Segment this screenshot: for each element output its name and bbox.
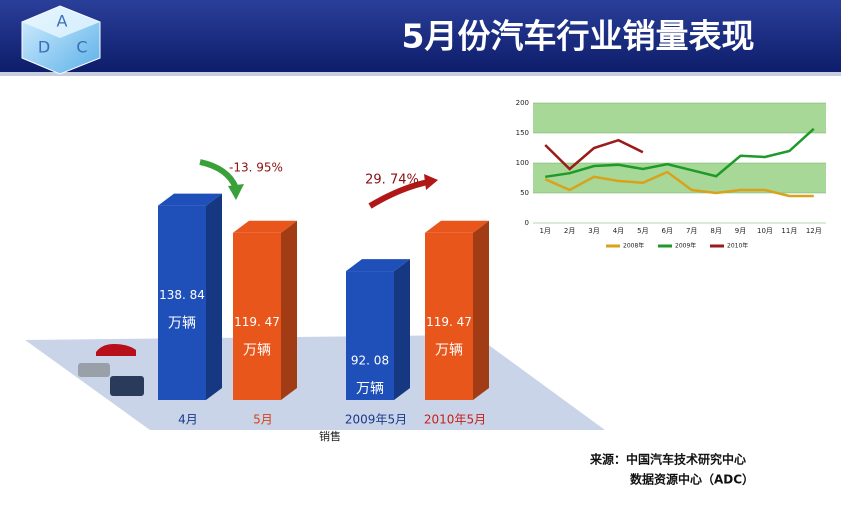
- value-label: 119. 47: [426, 315, 472, 329]
- y-tick-label: 150: [516, 129, 529, 137]
- grid-band: [533, 103, 826, 133]
- header-bar: [0, 0, 841, 72]
- logo-letter: C: [76, 38, 87, 57]
- x-axis-label: 销售: [319, 429, 341, 443]
- logo: A D C: [21, 5, 101, 75]
- line: [544, 170, 814, 198]
- bar: [346, 271, 394, 400]
- bar-top: [346, 259, 410, 272]
- x-tick-label: 8月: [710, 227, 721, 235]
- legend-label: 2008年: [623, 242, 644, 250]
- bar-side: [281, 220, 297, 400]
- y-tick-label: 200: [516, 99, 529, 107]
- arrow-head: [424, 174, 438, 190]
- bar: [425, 232, 473, 400]
- x-tick-label: 2010年5月: [424, 413, 486, 427]
- source: 数据资源中心（ADC）: [630, 472, 754, 487]
- arrow-up: [368, 179, 429, 209]
- x-tick-label: 11月: [781, 227, 797, 235]
- unit-label: 万辆: [435, 343, 463, 359]
- value-label: 138. 84: [159, 288, 205, 302]
- x-tick-label: 12月: [806, 227, 822, 235]
- line: [545, 127, 815, 179]
- arrow-down: [199, 159, 239, 190]
- value-label: 92. 08: [351, 354, 389, 368]
- x-tick-label: 5月: [637, 227, 648, 235]
- x-tick-label: 9月: [735, 227, 746, 235]
- title: 5月份汽车行业销量表现: [402, 17, 755, 56]
- logo-letter: A: [57, 12, 68, 31]
- x-tick-label: 5月: [253, 413, 273, 427]
- x-tick-label: 10月: [757, 227, 773, 235]
- annotation: 29. 74%: [365, 173, 419, 188]
- x-tick-label: 4月: [613, 227, 624, 235]
- unit-label: 万辆: [243, 343, 271, 359]
- bar-side: [206, 193, 222, 400]
- logo-letter: D: [38, 38, 50, 57]
- bar-top: [158, 193, 222, 206]
- bar-top: [233, 220, 297, 233]
- source: 来源：中国汽车技术研究中心: [589, 452, 746, 467]
- x-tick-label: 4月: [178, 413, 198, 427]
- bar: [158, 205, 206, 400]
- value-label: 119. 47: [234, 315, 280, 329]
- unit-label: 万辆: [168, 316, 196, 332]
- annotation: -13. 95%: [229, 161, 283, 175]
- header-rule: [0, 72, 841, 76]
- y-tick-label: 0: [525, 219, 529, 227]
- x-tick-label: 3月: [588, 227, 599, 235]
- y-tick-label: 50: [520, 189, 529, 197]
- legend-label: 2010年: [727, 242, 748, 250]
- line: [544, 138, 644, 171]
- x-tick-label: 1月: [539, 227, 550, 235]
- bar: [233, 232, 281, 400]
- x-tick-label: 2009年5月: [345, 413, 407, 427]
- vehicle-icons: [78, 344, 144, 396]
- x-tick-label: 2月: [564, 227, 575, 235]
- legend-label: 2009年: [675, 242, 696, 250]
- bar-side: [394, 259, 410, 400]
- arrow-head: [228, 184, 244, 200]
- bar-side: [473, 220, 489, 400]
- unit-label: 万辆: [356, 381, 384, 397]
- x-tick-label: 6月: [662, 227, 673, 235]
- y-tick-label: 100: [516, 159, 529, 167]
- x-tick-label: 7月: [686, 227, 697, 235]
- bar-top: [425, 220, 489, 233]
